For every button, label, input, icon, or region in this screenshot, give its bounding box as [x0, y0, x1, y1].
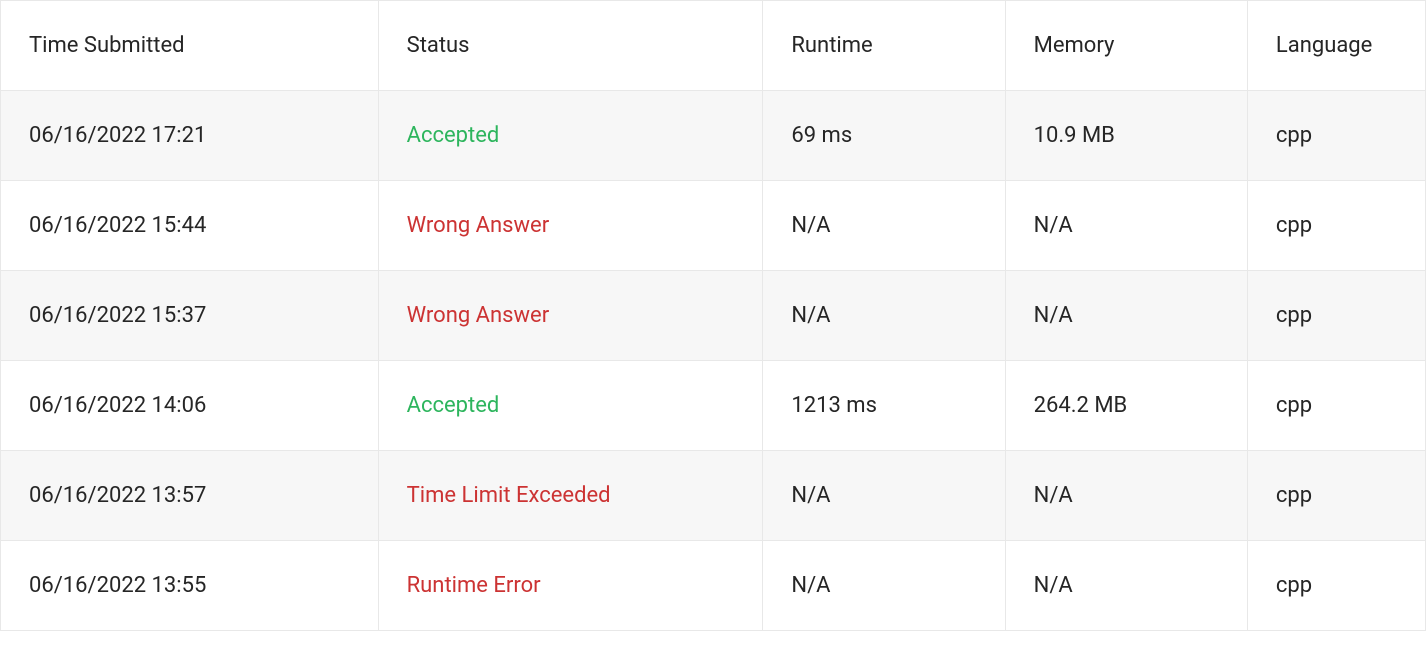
cell-runtime: N/A — [763, 451, 1005, 541]
status-link[interactable]: Accepted — [407, 123, 500, 148]
cell-status: Wrong Answer — [378, 181, 763, 271]
cell-language: cpp — [1247, 181, 1425, 271]
cell-time: 06/16/2022 13:57 — [1, 451, 379, 541]
table-row: 06/16/2022 14:06 Accepted 1213 ms 264.2 … — [1, 361, 1426, 451]
column-header-time: Time Submitted — [1, 1, 379, 91]
table-body: 06/16/2022 17:21 Accepted 69 ms 10.9 MB … — [1, 91, 1426, 631]
cell-time: 06/16/2022 17:21 — [1, 91, 379, 181]
column-header-language: Language — [1247, 1, 1425, 91]
cell-status: Time Limit Exceeded — [378, 451, 763, 541]
cell-memory: N/A — [1005, 541, 1247, 631]
column-header-status: Status — [378, 1, 763, 91]
status-link[interactable]: Runtime Error — [407, 573, 541, 598]
table-row: 06/16/2022 13:55 Runtime Error N/A N/A c… — [1, 541, 1426, 631]
cell-runtime: 69 ms — [763, 91, 1005, 181]
submissions-table: Time Submitted Status Runtime Memory Lan… — [0, 0, 1426, 631]
cell-memory: N/A — [1005, 181, 1247, 271]
cell-language: cpp — [1247, 541, 1425, 631]
cell-status: Accepted — [378, 91, 763, 181]
table-row: 06/16/2022 15:37 Wrong Answer N/A N/A cp… — [1, 271, 1426, 361]
cell-memory: N/A — [1005, 271, 1247, 361]
column-header-runtime: Runtime — [763, 1, 1005, 91]
cell-time: 06/16/2022 15:44 — [1, 181, 379, 271]
cell-status: Runtime Error — [378, 541, 763, 631]
status-link[interactable]: Accepted — [407, 393, 500, 418]
status-link[interactable]: Wrong Answer — [407, 303, 550, 328]
cell-runtime: N/A — [763, 541, 1005, 631]
cell-language: cpp — [1247, 91, 1425, 181]
table-row: 06/16/2022 15:44 Wrong Answer N/A N/A cp… — [1, 181, 1426, 271]
cell-time: 06/16/2022 14:06 — [1, 361, 379, 451]
table-row: 06/16/2022 13:57 Time Limit Exceeded N/A… — [1, 451, 1426, 541]
cell-time: 06/16/2022 15:37 — [1, 271, 379, 361]
cell-memory: 10.9 MB — [1005, 91, 1247, 181]
column-header-memory: Memory — [1005, 1, 1247, 91]
table-row: 06/16/2022 17:21 Accepted 69 ms 10.9 MB … — [1, 91, 1426, 181]
cell-time: 06/16/2022 13:55 — [1, 541, 379, 631]
cell-status: Accepted — [378, 361, 763, 451]
cell-language: cpp — [1247, 451, 1425, 541]
status-link[interactable]: Wrong Answer — [407, 213, 550, 238]
cell-language: cpp — [1247, 271, 1425, 361]
cell-memory: 264.2 MB — [1005, 361, 1247, 451]
cell-runtime: N/A — [763, 181, 1005, 271]
cell-status: Wrong Answer — [378, 271, 763, 361]
cell-runtime: N/A — [763, 271, 1005, 361]
cell-memory: N/A — [1005, 451, 1247, 541]
cell-runtime: 1213 ms — [763, 361, 1005, 451]
status-link[interactable]: Time Limit Exceeded — [407, 483, 611, 508]
cell-language: cpp — [1247, 361, 1425, 451]
table-header-row: Time Submitted Status Runtime Memory Lan… — [1, 1, 1426, 91]
